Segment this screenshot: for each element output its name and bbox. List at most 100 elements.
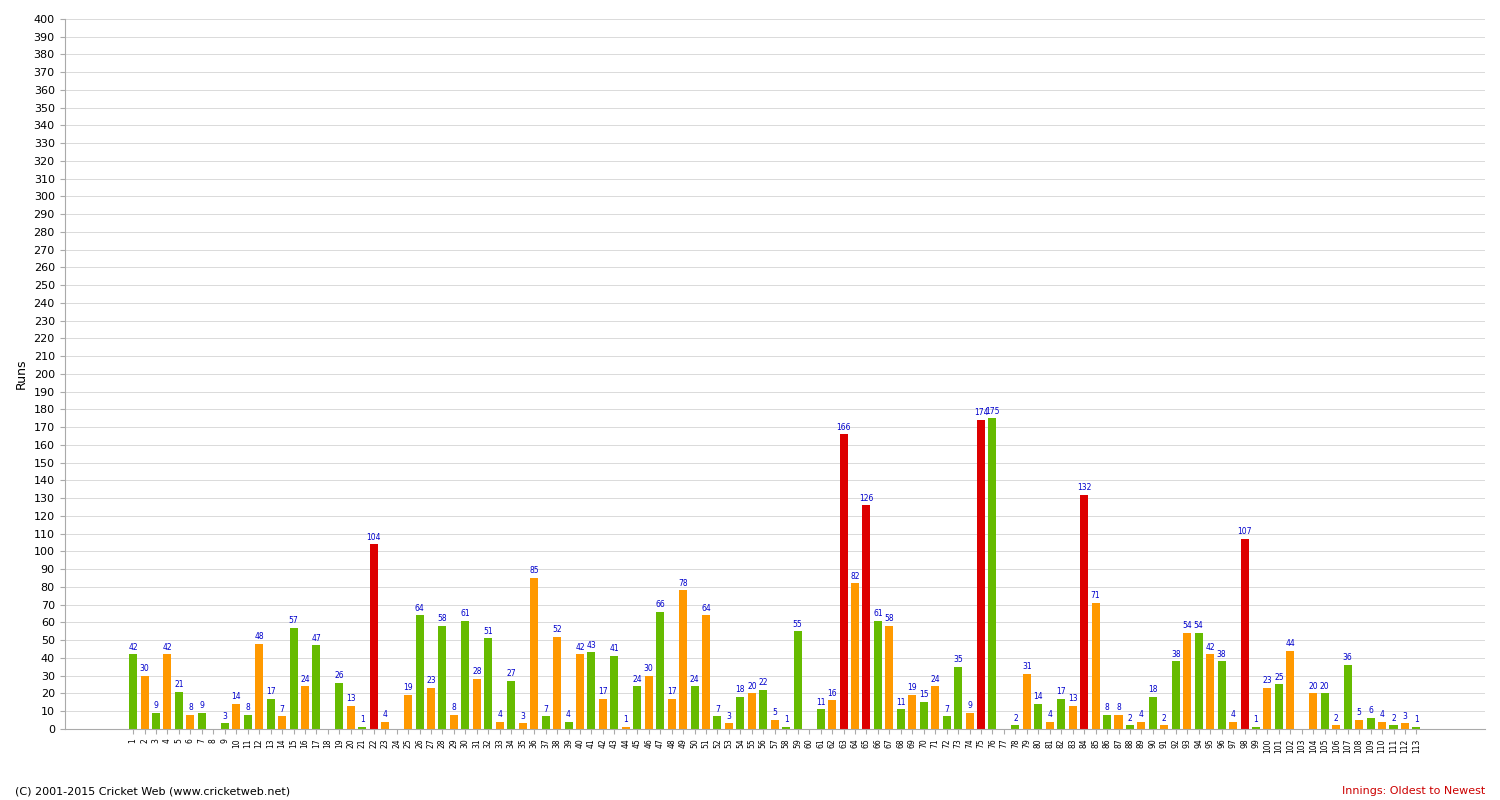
Bar (416, 615, 423, 729)
Text: 24: 24 (930, 674, 940, 683)
Bar (1023, 674, 1031, 729)
Text: 54: 54 (1182, 622, 1192, 630)
Text: 11: 11 (896, 698, 906, 706)
Text: 36: 36 (1342, 654, 1353, 662)
Text: 3: 3 (1402, 712, 1407, 721)
Text: 9: 9 (200, 701, 204, 710)
Text: 13: 13 (346, 694, 355, 703)
Text: 8: 8 (188, 703, 194, 712)
Text: 61: 61 (460, 609, 470, 618)
Bar (1389, 726, 1398, 729)
Bar (427, 688, 435, 729)
Text: 30: 30 (644, 664, 654, 673)
Bar (1114, 714, 1122, 729)
Text: 38: 38 (1216, 650, 1227, 658)
Text: 48: 48 (255, 632, 264, 641)
Bar (874, 621, 882, 729)
Text: 6: 6 (1368, 706, 1372, 715)
Text: 17: 17 (1056, 687, 1066, 696)
Text: 41: 41 (609, 644, 619, 654)
Text: 7: 7 (543, 705, 548, 714)
Bar (542, 716, 549, 729)
Bar (554, 637, 561, 729)
Bar (1378, 722, 1386, 729)
Bar (1228, 722, 1238, 729)
Text: 42: 42 (1206, 642, 1215, 651)
Text: 107: 107 (1238, 527, 1252, 536)
Text: 27: 27 (507, 670, 516, 678)
Bar (450, 714, 458, 729)
Text: 11: 11 (816, 698, 825, 706)
Bar (129, 654, 136, 729)
Bar (656, 612, 664, 729)
Text: 24: 24 (690, 674, 699, 683)
Bar (954, 666, 962, 729)
Bar (897, 710, 904, 729)
Bar (198, 713, 206, 729)
Text: 2: 2 (1013, 714, 1019, 722)
Bar (1344, 665, 1352, 729)
Text: 21: 21 (174, 680, 183, 689)
Bar (576, 654, 584, 729)
Text: 64: 64 (414, 603, 424, 613)
Bar (346, 706, 355, 729)
Text: 85: 85 (530, 566, 538, 575)
Bar (220, 723, 230, 729)
Bar (1366, 718, 1374, 729)
Text: 51: 51 (483, 626, 494, 636)
Text: 1: 1 (1414, 715, 1419, 724)
Text: 30: 30 (140, 664, 150, 673)
Bar (782, 727, 790, 729)
Bar (668, 698, 675, 729)
Bar (472, 679, 482, 729)
Bar (1310, 694, 1317, 729)
Bar (1068, 706, 1077, 729)
Text: 44: 44 (1286, 639, 1296, 648)
Text: 16: 16 (827, 689, 837, 698)
Bar (724, 723, 734, 729)
Bar (690, 686, 699, 729)
Text: 9: 9 (968, 701, 972, 710)
Text: 58: 58 (438, 614, 447, 623)
Text: 13: 13 (1068, 694, 1077, 703)
Bar (816, 710, 825, 729)
Bar (1046, 722, 1054, 729)
Text: 47: 47 (312, 634, 321, 642)
Text: 20: 20 (747, 682, 756, 690)
Bar (1194, 633, 1203, 729)
Bar (966, 713, 974, 729)
Bar (186, 714, 195, 729)
Text: 4: 4 (498, 710, 502, 719)
Bar (1263, 688, 1272, 729)
Text: 35: 35 (952, 655, 963, 664)
Text: 31: 31 (1022, 662, 1032, 671)
Bar (748, 694, 756, 729)
Bar (714, 716, 722, 729)
Text: 23: 23 (426, 676, 436, 686)
Text: 175: 175 (986, 406, 999, 415)
Bar (736, 697, 744, 729)
Text: 174: 174 (974, 408, 988, 418)
Bar (336, 682, 344, 729)
Text: 71: 71 (1090, 591, 1101, 600)
Text: 14: 14 (1034, 692, 1042, 702)
Text: 20: 20 (1308, 682, 1318, 690)
Text: 17: 17 (598, 687, 608, 696)
Text: 5: 5 (1356, 708, 1362, 718)
Bar (1184, 633, 1191, 729)
Bar (645, 675, 652, 729)
Text: 42: 42 (129, 642, 138, 651)
Text: 58: 58 (885, 614, 894, 623)
Bar (840, 434, 848, 729)
Text: 38: 38 (1172, 650, 1180, 658)
Bar (267, 698, 274, 729)
Bar (633, 686, 642, 729)
Bar (176, 691, 183, 729)
Text: 52: 52 (552, 625, 562, 634)
Text: 5: 5 (772, 708, 777, 718)
Text: 4: 4 (1138, 710, 1144, 719)
Bar (976, 420, 986, 729)
Text: 43: 43 (586, 641, 597, 650)
Bar (942, 716, 951, 729)
Bar (1149, 697, 1156, 729)
